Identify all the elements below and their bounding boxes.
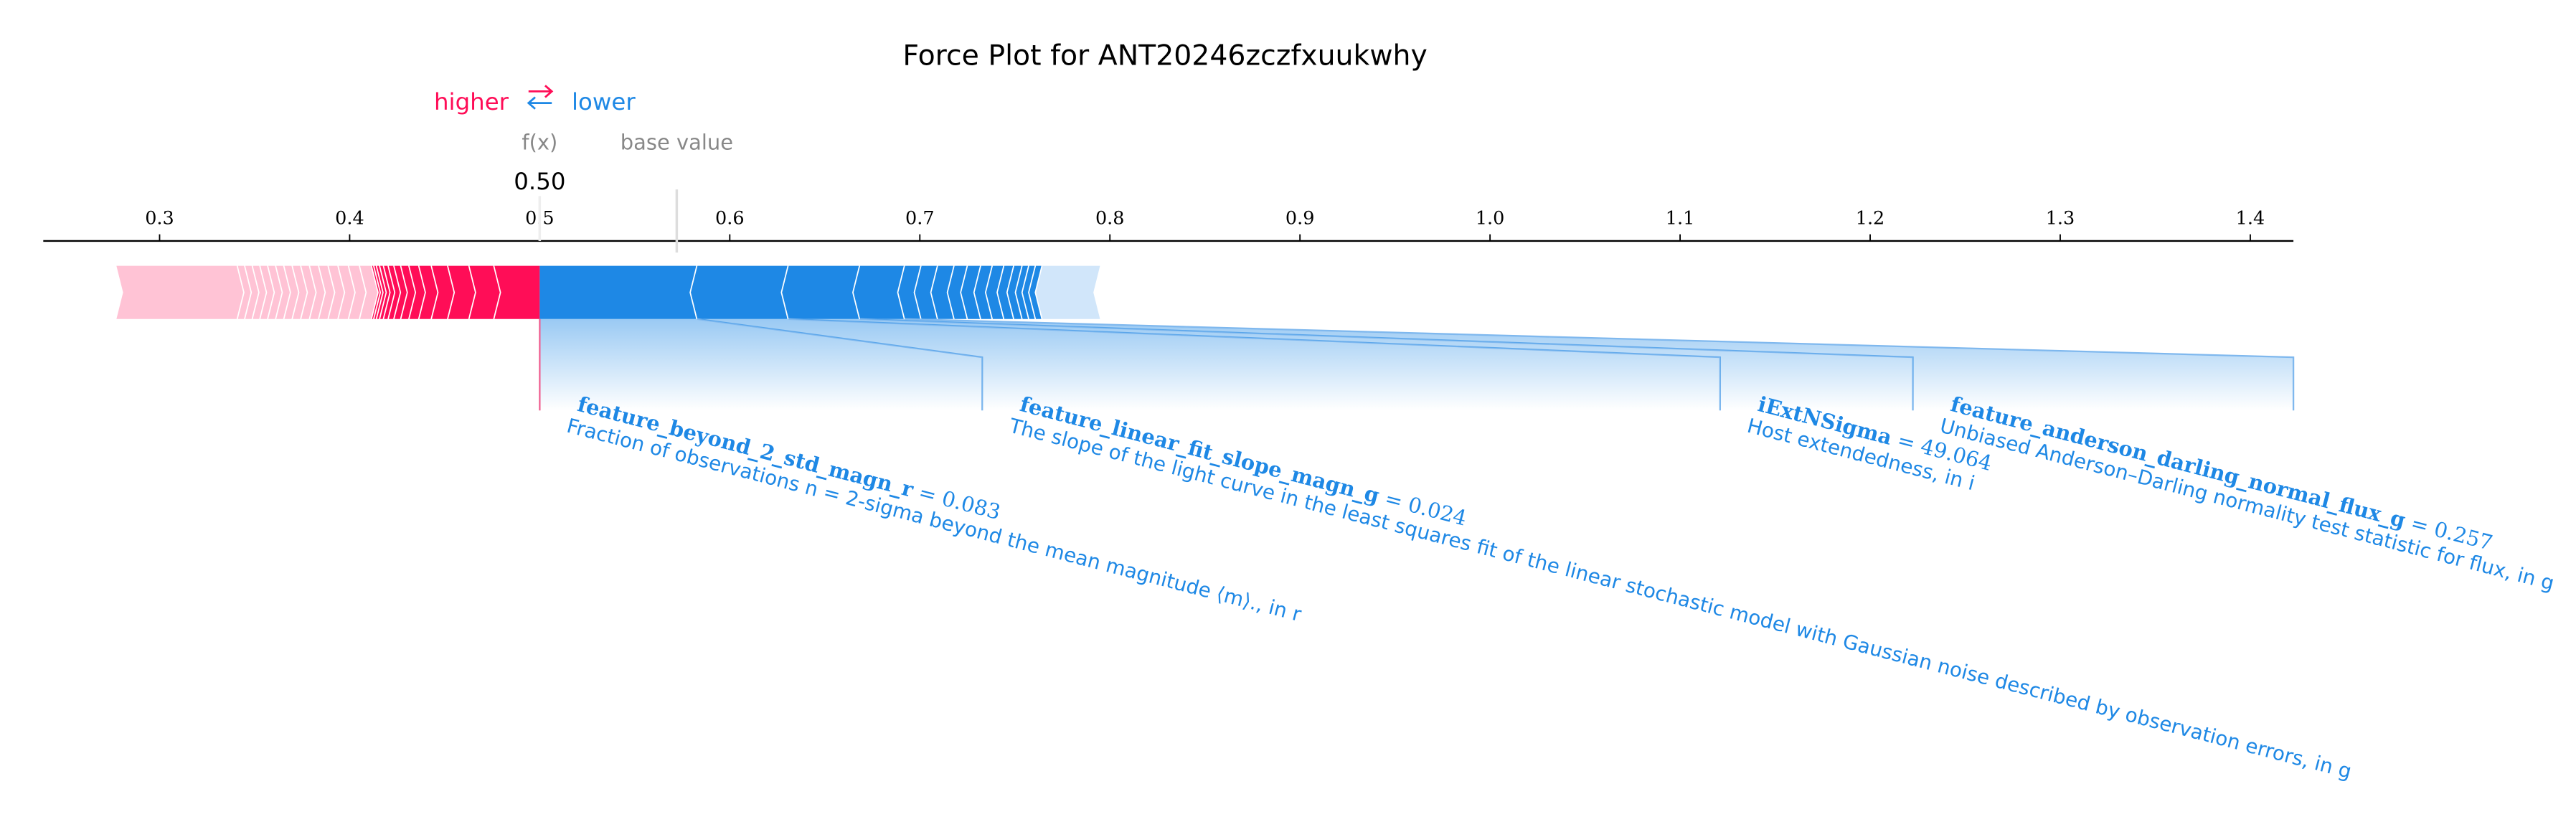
- connector-line: [905, 318, 2295, 411]
- x-tick-label: 0.3: [145, 208, 174, 230]
- feature-name-line: feature_linear_fit_slope_magn_g= 0.024: [1017, 392, 1469, 531]
- label-connector: [697, 318, 1720, 411]
- bar-higher: [379, 265, 390, 319]
- x-tick-label: 0.6: [715, 208, 745, 230]
- feature-name-line: feature_beyond_2_std_magn_r= 0.083: [575, 392, 1004, 524]
- bar-lower: [691, 265, 789, 319]
- label-connector: [539, 318, 983, 411]
- bar-lower: [948, 265, 968, 319]
- bar-lower: [539, 265, 698, 319]
- x-tick-label: 0.8: [1095, 208, 1125, 230]
- feature-label: feature_anderson_darling_normal_flux_g= …: [1938, 392, 2557, 595]
- bar-higher: [387, 265, 400, 319]
- bar-higher: [493, 265, 540, 319]
- bar-lower: [1036, 265, 1100, 319]
- legend-arrow-left: [527, 96, 552, 110]
- bar-lower: [961, 265, 981, 319]
- feature-name: feature_anderson_darling_normal_flux_g: [1948, 392, 2408, 532]
- output-value: 0.50: [514, 168, 565, 195]
- bar-lower: [898, 265, 922, 319]
- bar-lower: [853, 265, 905, 319]
- x-tick-label: 1.4: [2236, 208, 2265, 230]
- bar-lower: [931, 265, 955, 319]
- label-connector: [860, 318, 2294, 411]
- bar-higher: [468, 265, 500, 319]
- x-tick-label: 1.3: [2046, 208, 2075, 230]
- x-tick-label: 1.0: [1476, 208, 1505, 230]
- x-tick-label: 0.7: [905, 208, 935, 230]
- bar-lower: [915, 265, 938, 319]
- bar-higher: [430, 265, 454, 319]
- bar-higher: [116, 265, 244, 319]
- legend-lower: lower: [572, 88, 636, 115]
- x-tick-label: 0.9: [1285, 208, 1315, 230]
- x-tick-label: 1.2: [1856, 208, 1885, 230]
- legend-arrow-right: [528, 85, 554, 98]
- output-name: f(x): [522, 130, 557, 154]
- bar-higher: [417, 265, 438, 319]
- feature-name-line: feature_anderson_darling_normal_flux_g= …: [1948, 392, 2496, 555]
- chart-title: Force Plot for ANT20246zczfxuukwhy: [902, 39, 1427, 72]
- x-tick-label: 0.4: [335, 208, 364, 230]
- x-tick-label: 1.1: [1666, 208, 1695, 230]
- bar-lower: [782, 265, 861, 319]
- legend-higher: higher: [434, 88, 509, 115]
- bar-higher: [447, 265, 476, 319]
- feature-description: Unbiased Anderson–Darling normality test…: [1938, 414, 2557, 595]
- base-value-label: base value: [621, 130, 733, 154]
- bar-higher: [359, 265, 378, 319]
- bar-higher: [382, 265, 395, 319]
- feature-label: feature_beyond_2_std_magn_r= 0.083Fracti…: [565, 392, 1304, 626]
